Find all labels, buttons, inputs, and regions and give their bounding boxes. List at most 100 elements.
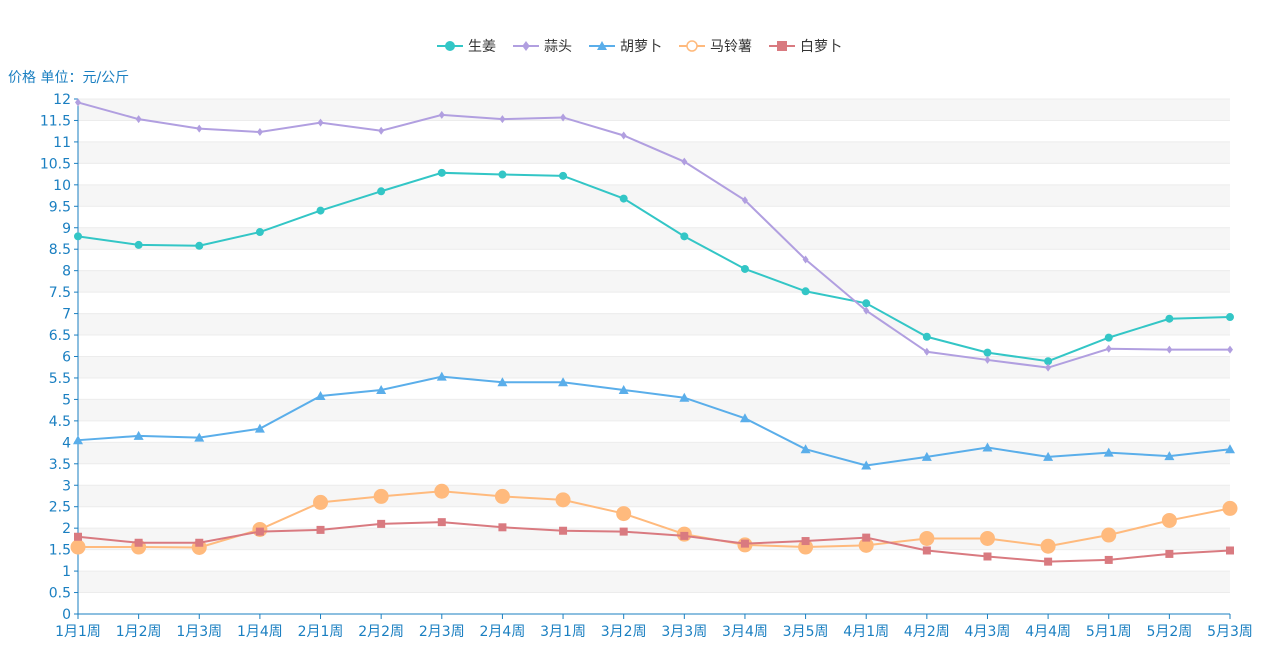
data-point[interactable] xyxy=(616,506,632,522)
data-point[interactable] xyxy=(437,168,446,177)
data-point[interactable] xyxy=(1227,345,1233,354)
data-point[interactable] xyxy=(195,241,204,250)
data-point[interactable] xyxy=(680,531,689,540)
data-point[interactable] xyxy=(75,98,81,107)
data-point[interactable] xyxy=(1044,357,1053,366)
data-point[interactable] xyxy=(1165,314,1174,323)
data-point[interactable] xyxy=(922,546,931,555)
data-point[interactable] xyxy=(560,113,567,122)
data-point[interactable] xyxy=(559,526,568,535)
data-point[interactable] xyxy=(134,538,143,547)
data-point[interactable] xyxy=(919,530,935,546)
data-point[interactable] xyxy=(618,384,629,394)
data-point[interactable] xyxy=(498,170,507,179)
data-point[interactable] xyxy=(619,194,628,203)
data-point[interactable] xyxy=(862,299,871,308)
data-point[interactable] xyxy=(1164,451,1175,461)
data-point[interactable] xyxy=(1165,549,1174,558)
data-point[interactable] xyxy=(1105,344,1112,353)
data-point[interactable] xyxy=(497,377,508,387)
data-point[interactable] xyxy=(923,347,930,356)
data-point[interactable] xyxy=(863,306,870,315)
data-point[interactable] xyxy=(740,264,749,273)
data-point[interactable] xyxy=(256,128,263,137)
data-point[interactable] xyxy=(434,483,450,499)
legend-item[interactable]: 马铃薯 xyxy=(679,39,752,55)
legend[interactable]: 生姜 蒜头 胡萝卜 马铃薯 白萝卜 xyxy=(437,39,842,55)
data-point[interactable] xyxy=(1225,444,1235,454)
data-point[interactable] xyxy=(800,444,811,454)
data-point[interactable] xyxy=(555,492,571,508)
data-point[interactable] xyxy=(438,110,445,119)
data-point[interactable] xyxy=(1103,447,1114,457)
series-蒜头 xyxy=(75,98,1233,372)
data-point[interactable] xyxy=(1222,500,1238,516)
data-point[interactable] xyxy=(377,519,386,528)
data-point[interactable] xyxy=(1166,345,1173,354)
data-point[interactable] xyxy=(494,488,510,504)
data-point[interactable] xyxy=(802,255,809,264)
data-point[interactable] xyxy=(377,187,386,196)
data-point[interactable] xyxy=(1104,333,1113,342)
data-point[interactable] xyxy=(196,124,203,133)
data-point[interactable] xyxy=(317,118,324,127)
data-point[interactable] xyxy=(801,287,810,296)
data-point[interactable] xyxy=(922,332,931,341)
data-point[interactable] xyxy=(1045,363,1052,372)
data-point[interactable] xyxy=(983,552,992,561)
data-point[interactable] xyxy=(1226,313,1234,322)
data-point[interactable] xyxy=(135,115,142,124)
data-point[interactable] xyxy=(680,232,689,241)
data-point[interactable] xyxy=(559,171,568,180)
data-point[interactable] xyxy=(315,390,326,400)
data-point[interactable] xyxy=(74,532,82,541)
data-point[interactable] xyxy=(983,348,992,357)
data-point[interactable] xyxy=(376,384,387,394)
data-point[interactable] xyxy=(979,530,995,546)
data-point[interactable] xyxy=(133,430,144,440)
data-point[interactable] xyxy=(739,413,750,423)
data-point[interactable] xyxy=(255,228,264,237)
data-point[interactable] xyxy=(558,377,569,387)
data-point[interactable] xyxy=(195,538,204,547)
legend-item[interactable]: 胡萝卜 xyxy=(589,39,662,55)
data-point[interactable] xyxy=(801,537,810,546)
data-point[interactable] xyxy=(862,533,871,542)
data-point[interactable] xyxy=(316,206,325,215)
data-point[interactable] xyxy=(194,432,205,442)
data-point[interactable] xyxy=(134,240,143,249)
data-point[interactable] xyxy=(254,423,265,433)
data-point[interactable] xyxy=(1161,512,1177,528)
data-point[interactable] xyxy=(984,355,991,364)
data-point[interactable] xyxy=(1044,557,1053,566)
data-point[interactable] xyxy=(619,527,628,536)
data-point[interactable] xyxy=(255,527,264,536)
data-point[interactable] xyxy=(679,392,690,402)
data-point[interactable] xyxy=(437,518,446,527)
data-point[interactable] xyxy=(921,451,932,461)
data-point[interactable] xyxy=(1043,451,1054,461)
data-point[interactable] xyxy=(378,126,385,135)
legend-item[interactable]: 白萝卜 xyxy=(769,39,842,55)
data-point[interactable] xyxy=(313,494,329,510)
data-point[interactable] xyxy=(861,460,872,470)
data-point[interactable] xyxy=(741,196,748,205)
legend-item[interactable]: 蒜头 xyxy=(513,39,572,55)
data-point[interactable] xyxy=(1101,527,1117,543)
data-point[interactable] xyxy=(982,442,993,452)
data-point[interactable] xyxy=(498,523,507,532)
data-point[interactable] xyxy=(436,371,447,381)
legend-item[interactable]: 生姜 xyxy=(437,39,496,55)
data-point[interactable] xyxy=(74,232,82,241)
data-point[interactable] xyxy=(1226,546,1234,555)
data-point[interactable] xyxy=(316,525,325,534)
data-point[interactable] xyxy=(373,488,389,504)
data-point[interactable] xyxy=(70,539,86,555)
data-point[interactable] xyxy=(740,539,749,548)
data-point[interactable] xyxy=(620,131,627,140)
data-point[interactable] xyxy=(73,435,83,445)
data-point[interactable] xyxy=(1104,555,1113,564)
data-point[interactable] xyxy=(499,115,506,124)
data-point[interactable] xyxy=(681,157,688,166)
data-point[interactable] xyxy=(1040,538,1056,554)
